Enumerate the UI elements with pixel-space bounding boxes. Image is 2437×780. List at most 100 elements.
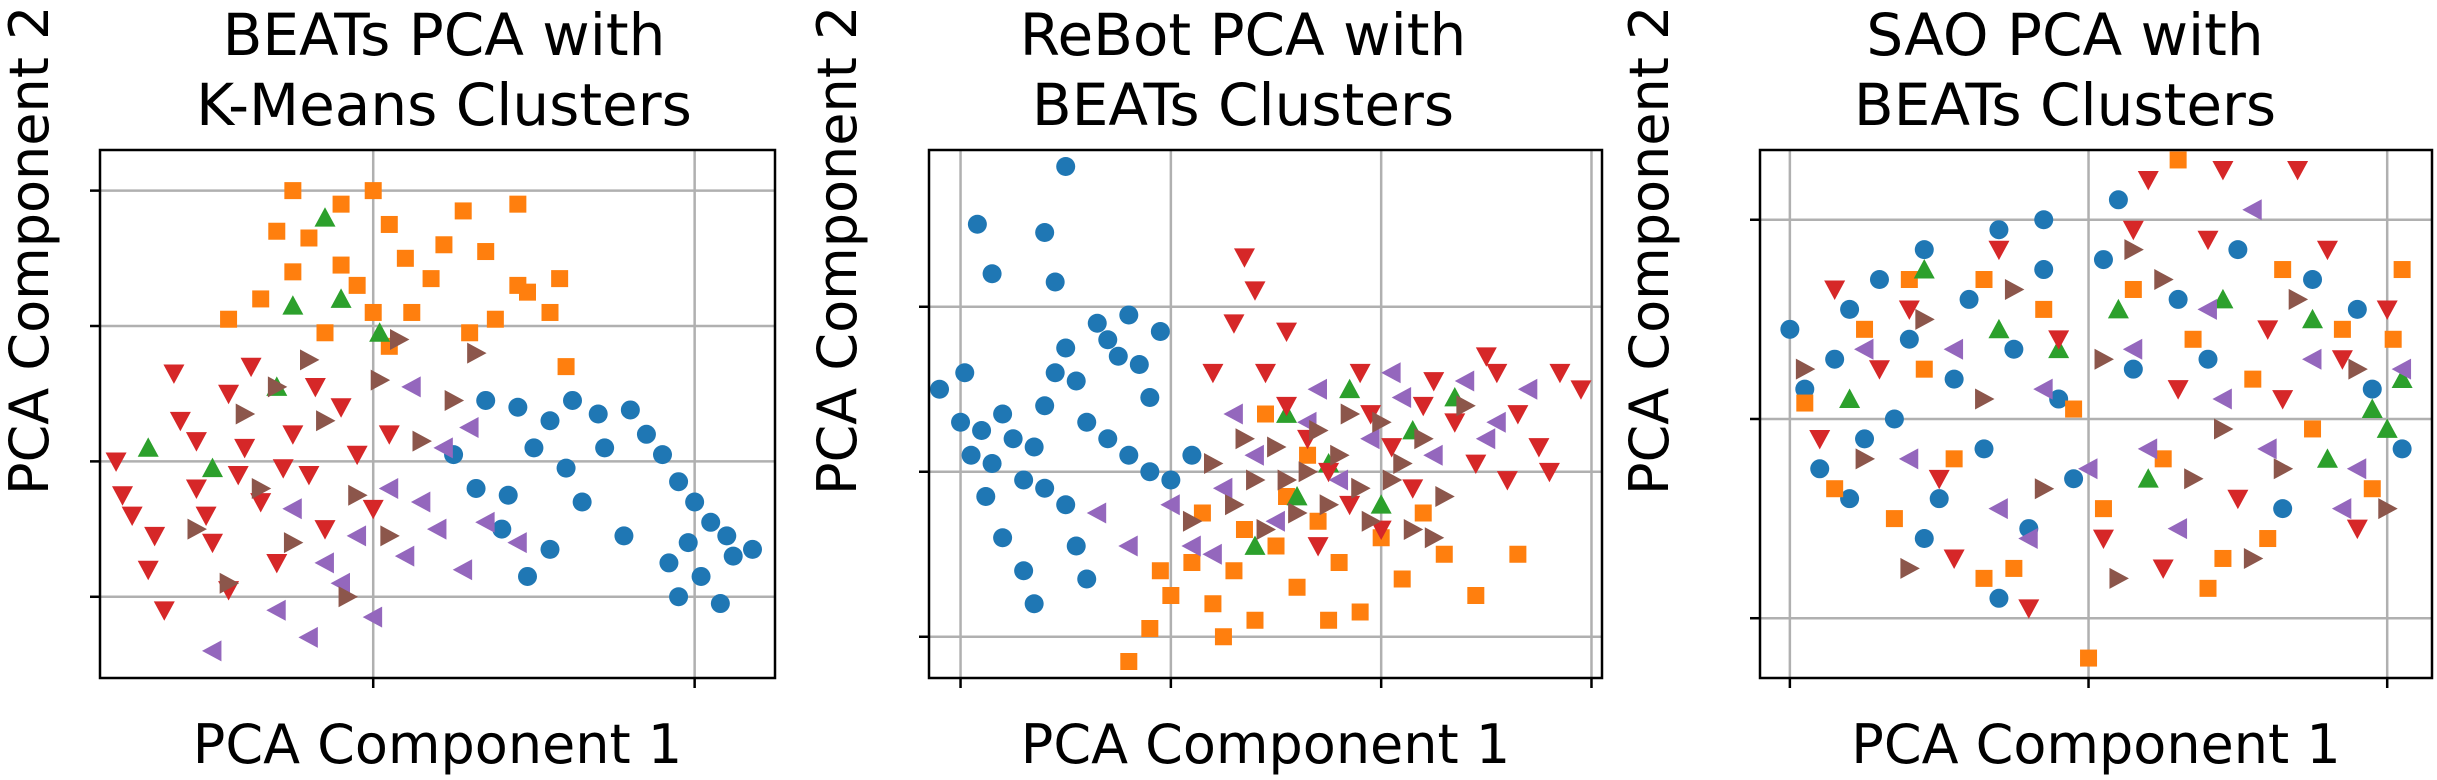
data-point [1975, 271, 1993, 289]
data-point [454, 202, 472, 220]
data-point [348, 276, 366, 294]
data-point [1339, 378, 1361, 399]
plot-area [919, 148, 1604, 688]
data-point [930, 379, 950, 399]
data-point [2122, 338, 2143, 360]
data-point [2274, 261, 2292, 279]
data-point [2304, 420, 2322, 438]
data-point [2093, 250, 2113, 270]
data-point [669, 472, 689, 492]
data-point [314, 207, 336, 227]
data-point [982, 264, 1002, 284]
data-point [1913, 259, 1935, 279]
data-point [967, 214, 987, 234]
data-point [394, 545, 415, 567]
data-point [378, 477, 399, 499]
data-point [1839, 388, 1861, 408]
data-point [2137, 438, 2158, 460]
data-point [1393, 453, 1413, 474]
data-point [1129, 355, 1149, 374]
data-point [1943, 549, 1965, 569]
data-point [1045, 363, 1065, 383]
plot-frame [98, 148, 777, 680]
data-point [1403, 519, 1424, 540]
data-point [2109, 567, 2129, 589]
data-point [498, 485, 518, 505]
data-point [2167, 380, 2189, 400]
data-point [2257, 320, 2279, 340]
data-point [2392, 439, 2412, 459]
data-point [2197, 230, 2219, 251]
data-point [314, 520, 336, 540]
data-point [2214, 549, 2232, 567]
data-point [2316, 448, 2338, 468]
data-point [1370, 520, 1392, 540]
data-point [1182, 445, 1202, 465]
data-point [951, 412, 971, 432]
data-point [1486, 411, 1506, 433]
data-point [153, 601, 175, 621]
data-point [1182, 510, 1203, 532]
plot-frame [927, 148, 1604, 680]
data-point [972, 421, 992, 440]
data-point [1988, 318, 2010, 339]
data-point [202, 457, 223, 478]
chart-title: BEATs PCA with K-Means Clusters [196, 1, 692, 139]
data-point [1465, 454, 1487, 474]
data-point [1507, 405, 1529, 425]
data-point [2033, 378, 2053, 400]
data-point [1424, 527, 1445, 549]
data-point [620, 400, 640, 420]
data-point [1370, 494, 1392, 514]
data-point [1796, 394, 1814, 412]
data-point [2391, 358, 2412, 380]
data-point [2168, 289, 2188, 309]
data-point [1108, 346, 1128, 366]
data-point [1276, 322, 1298, 342]
data-point [1423, 372, 1445, 392]
data-point [1214, 628, 1232, 646]
data-point [1233, 248, 1255, 268]
data-point [1810, 459, 1830, 479]
data-point [362, 499, 384, 520]
data-point [2197, 298, 2217, 320]
data-point [475, 511, 495, 533]
data-point [1202, 543, 1222, 565]
data-point [1246, 611, 1264, 629]
data-point [1467, 587, 1485, 604]
data-point [2092, 529, 2114, 550]
data-point [2391, 368, 2413, 389]
data-point [1915, 308, 1935, 330]
data-point [332, 195, 350, 213]
data-point [2123, 359, 2143, 379]
data-point [185, 432, 207, 452]
data-point [1120, 653, 1138, 670]
data-point [1989, 588, 2009, 608]
data-point [1944, 369, 1964, 389]
data-point [1309, 420, 1329, 441]
data-point [1267, 537, 1285, 555]
data-point [1414, 504, 1432, 522]
data-point [2243, 547, 2264, 569]
data-point [653, 445, 672, 465]
data-point [2376, 300, 2398, 320]
data-point [1856, 320, 1874, 338]
data-point [1288, 502, 1308, 524]
data-point [314, 552, 334, 574]
data-point [1181, 535, 1201, 557]
data-point [636, 424, 656, 444]
data-point [1160, 494, 1180, 516]
data-point [2333, 320, 2351, 338]
data-point [1204, 595, 1222, 613]
data-point [380, 525, 400, 547]
data-point [1024, 437, 1044, 457]
data-point [2346, 458, 2367, 480]
data-point [1809, 429, 1831, 450]
data-point [1868, 360, 1890, 380]
data-point [1162, 587, 1180, 604]
data-point [1235, 521, 1253, 538]
data-point [403, 303, 421, 321]
data-point [685, 492, 705, 512]
data-point [444, 389, 465, 411]
data-point [1898, 448, 1919, 470]
